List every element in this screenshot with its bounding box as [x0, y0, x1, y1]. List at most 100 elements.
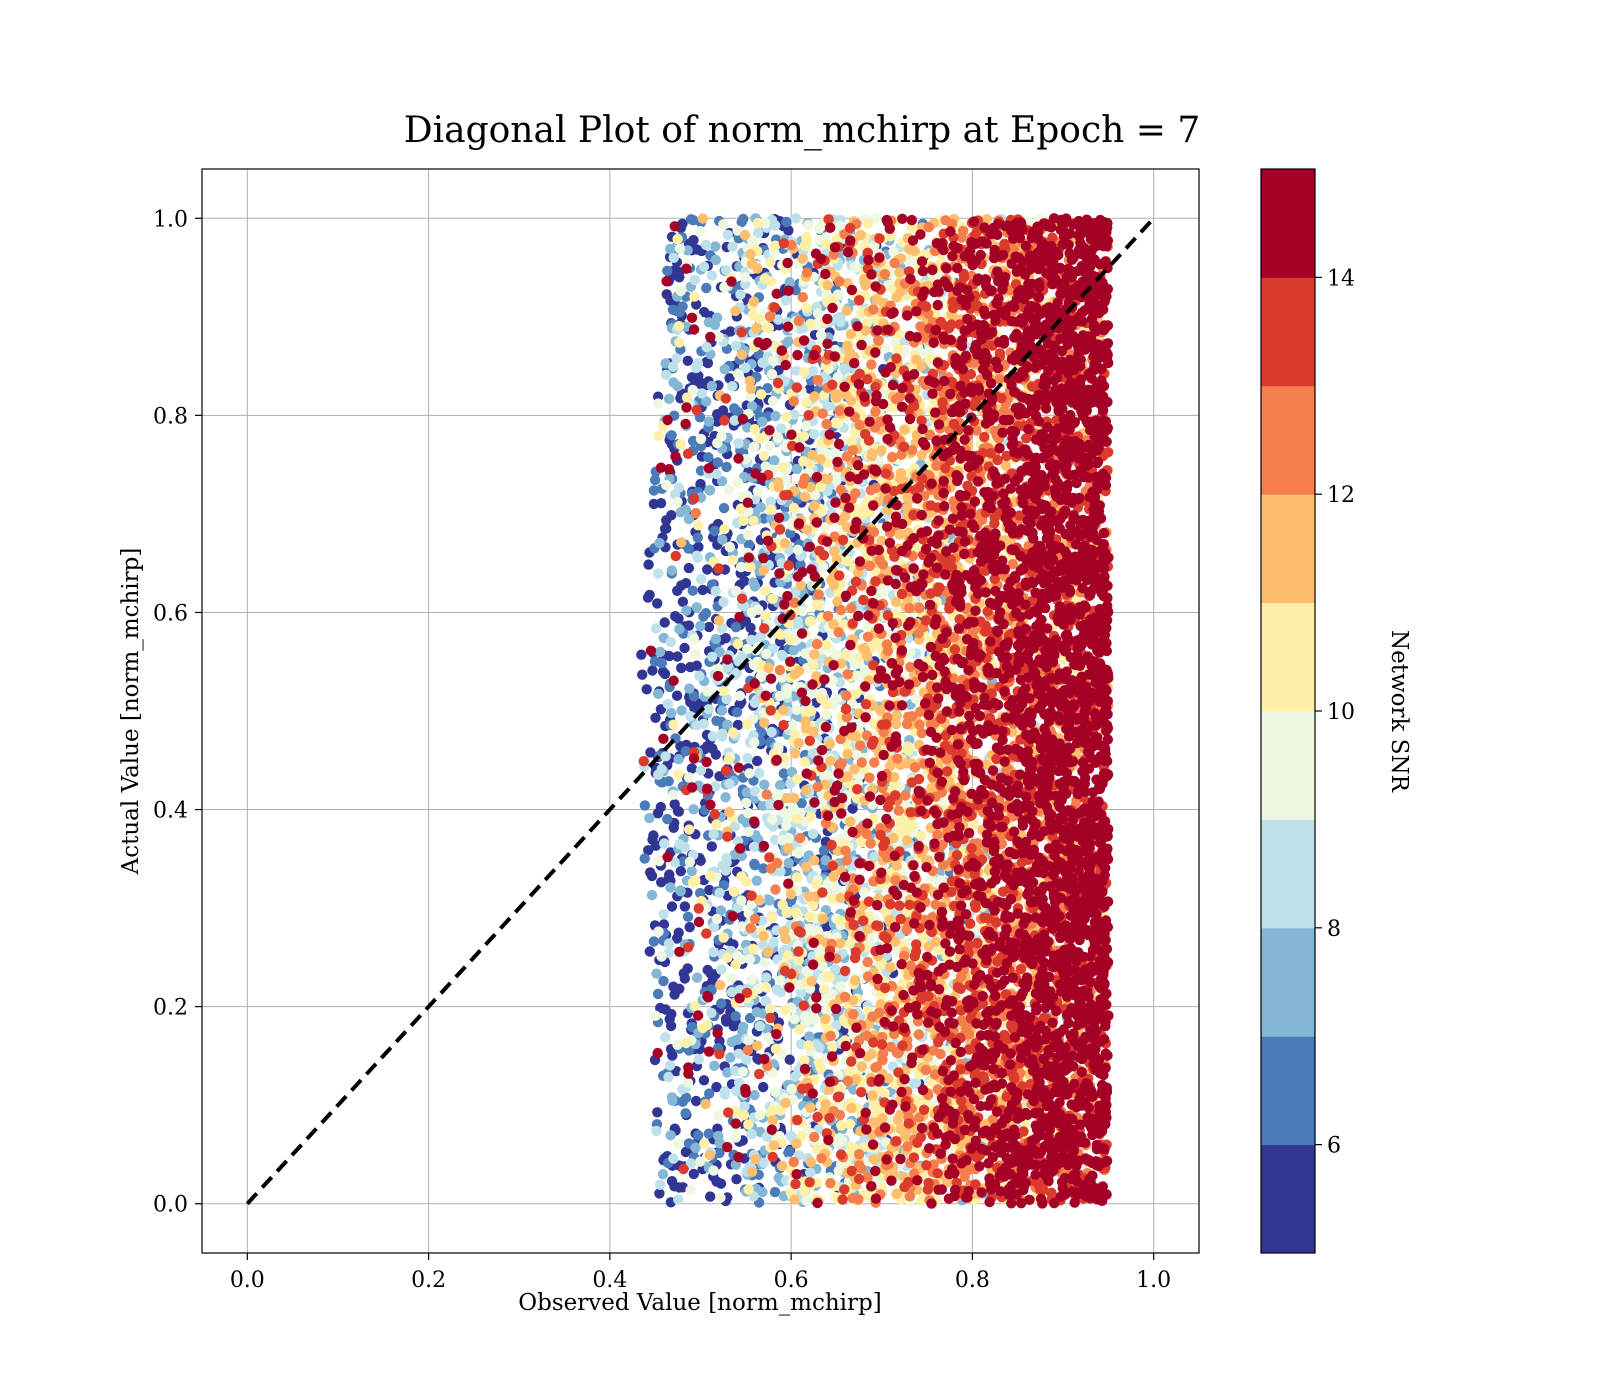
- scatter-point: [703, 621, 715, 633]
- scatter-point: [831, 883, 842, 895]
- scatter-point: [668, 719, 679, 730]
- scatter-point: [667, 304, 679, 315]
- scatter-point: [656, 764, 667, 775]
- scatter-point: [731, 707, 743, 718]
- scatter-point: [654, 1179, 666, 1191]
- scatter-point: [730, 340, 742, 351]
- scatter-point: [734, 690, 745, 701]
- scatter-point: [719, 1089, 731, 1100]
- scatter-point: [760, 972, 772, 983]
- scatter-point: [821, 709, 832, 720]
- scatter-point: [659, 523, 671, 534]
- scatter-point: [755, 433, 766, 444]
- scatter-point: [700, 1098, 711, 1110]
- scatter-point: [692, 520, 704, 531]
- scatter-point: [748, 943, 759, 954]
- scatter-point: [800, 420, 812, 432]
- scatter-point: [684, 922, 695, 933]
- scatter-point: [759, 779, 770, 790]
- scatter-point: [805, 1167, 816, 1178]
- scatter-point: [648, 485, 660, 496]
- scatter-point: [735, 289, 746, 300]
- scatter-point: [658, 909, 669, 920]
- scatter-point: [743, 826, 754, 837]
- scatter-point: [766, 369, 778, 380]
- scatter-point: [661, 515, 672, 526]
- scatter-point: [707, 651, 718, 662]
- scatter-point: [673, 1194, 684, 1205]
- scatter-point: [724, 778, 735, 789]
- scatter-point: [695, 573, 707, 585]
- scatter-point: [785, 889, 796, 900]
- scatter-point: [656, 658, 667, 669]
- scatter-point: [782, 683, 794, 694]
- scatter-point: [700, 608, 712, 619]
- scatter-point: [769, 455, 780, 466]
- scatter-point: [809, 391, 820, 402]
- scatter-point: [686, 763, 698, 774]
- scatter-point: [806, 705, 817, 717]
- scatter-point: [816, 693, 827, 704]
- scatter-point: [743, 1035, 754, 1046]
- scatter-point: [680, 578, 692, 589]
- scatter-point: [731, 1174, 742, 1185]
- scatter-point: [707, 731, 719, 742]
- scatter-point: [783, 833, 795, 844]
- scatter-point: [903, 745, 914, 756]
- scatter-point: [710, 241, 721, 252]
- scatter-point: [691, 299, 702, 310]
- scatter-point: [746, 607, 757, 618]
- scatter-point: [719, 364, 730, 375]
- scatter-point: [704, 1149, 716, 1161]
- chart-title: Diagonal Plot of norm_mchirp at Epoch = …: [404, 110, 1201, 151]
- scatter-point: [704, 1088, 715, 1099]
- scatter-point: [784, 1054, 795, 1065]
- scatter-point: [704, 485, 715, 496]
- scatter-point: [783, 1147, 794, 1158]
- scatter-point: [709, 525, 720, 537]
- scatter-point: [695, 226, 706, 237]
- scatter-point: [759, 957, 770, 969]
- scatter-point: [777, 461, 788, 473]
- scatter-point: [783, 950, 794, 961]
- scatter-point: [712, 1110, 724, 1121]
- scatter-point: [721, 852, 732, 864]
- scatter-point: [770, 1043, 782, 1055]
- scatter-point: [682, 1077, 694, 1089]
- scatter-point: [780, 295, 791, 306]
- scatter-point: [660, 369, 672, 380]
- scatter-point: [801, 231, 812, 243]
- scatter-point: [818, 984, 830, 995]
- scatter-point: [809, 855, 820, 866]
- scatter-point: [807, 449, 818, 461]
- scatter-point: [884, 961, 896, 973]
- scatter-point: [742, 643, 753, 655]
- scatter-point: [685, 661, 696, 673]
- scatter-point: [725, 326, 736, 337]
- scatter-point: [754, 768, 765, 779]
- scatter-point: [781, 411, 792, 423]
- scatter-point: [664, 1060, 676, 1071]
- scatter-point: [781, 216, 792, 228]
- scatter-point: [694, 670, 705, 682]
- scatter-point: [859, 644, 871, 655]
- scatter-point: [660, 1004, 671, 1015]
- scatter-point: [666, 901, 678, 912]
- scatter-point: [688, 215, 699, 226]
- scatter-point: [916, 830, 927, 841]
- scatter-point: [666, 707, 677, 719]
- scatter-point: [730, 622, 742, 633]
- scatter-point: [711, 1081, 722, 1093]
- scatter-point: [728, 1020, 739, 1032]
- scatter-point: [660, 751, 671, 762]
- scatter-point: [658, 919, 670, 930]
- scatter-point: [835, 915, 846, 926]
- scatter-point: [708, 829, 719, 840]
- scatter-point: [754, 1109, 766, 1121]
- scatter-point: [745, 383, 757, 394]
- scatter-point: [674, 243, 686, 254]
- scatter-point: [690, 1095, 702, 1107]
- scatter-point: [674, 337, 685, 348]
- scatter-point: [650, 623, 662, 634]
- scatter-point: [776, 1160, 788, 1172]
